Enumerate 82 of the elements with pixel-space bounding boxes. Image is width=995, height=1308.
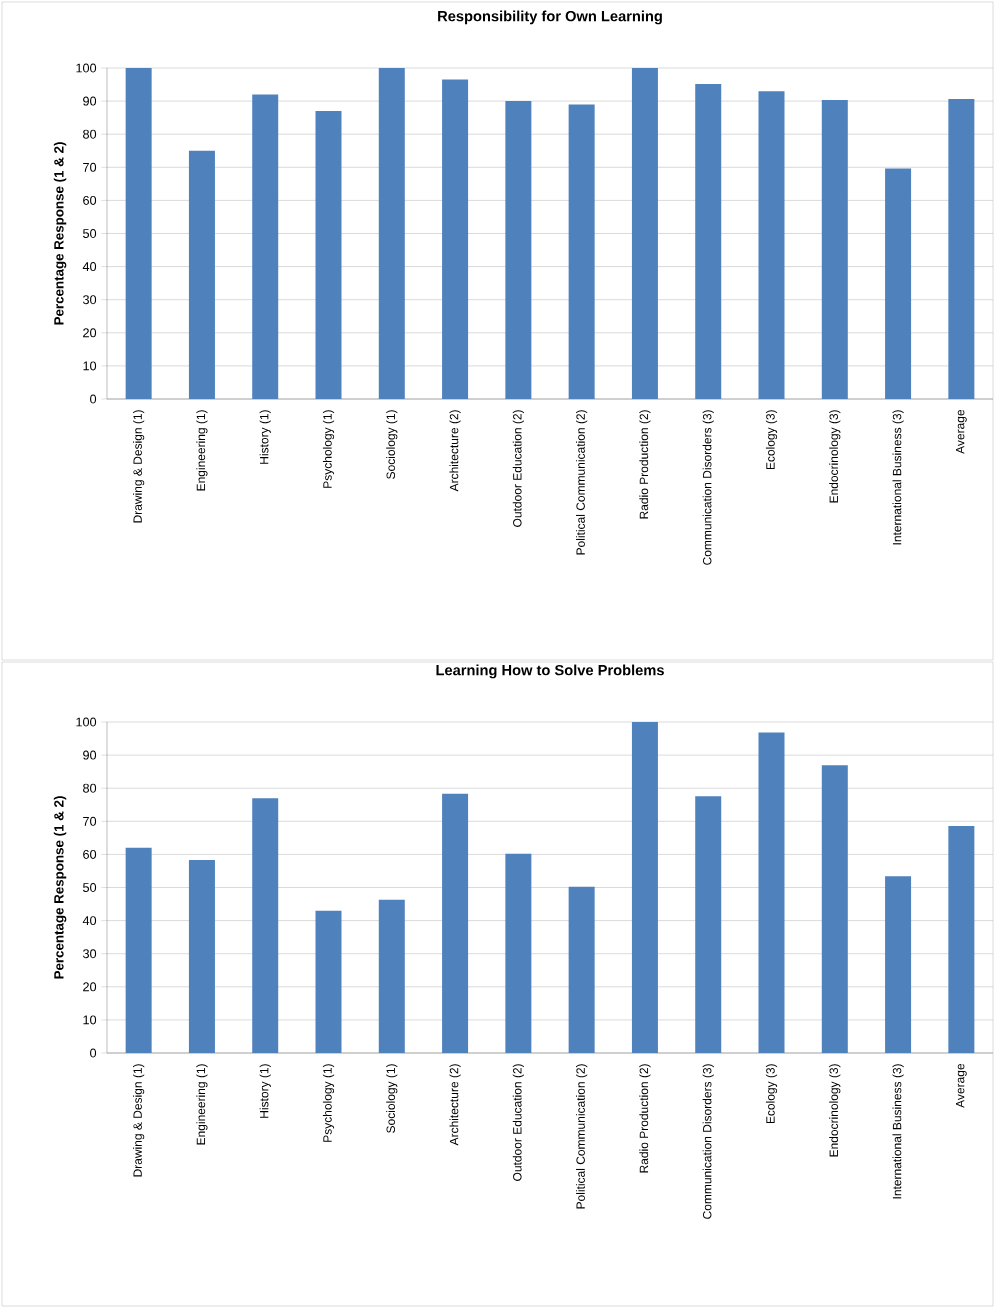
bar: [378, 899, 405, 1054]
bar: [885, 876, 912, 1054]
y-tick-label: 30: [82, 295, 97, 305]
y-tick-label: 20: [83, 982, 97, 992]
y-tick-label: 80: [83, 783, 97, 793]
y-axis-title: Percentage Response (1 & 2): [53, 142, 67, 325]
bar: [821, 100, 848, 399]
bar: [315, 910, 342, 1054]
bar: [378, 68, 405, 399]
bar: [758, 732, 785, 1054]
bar: [568, 886, 595, 1054]
y-tick-label: 70: [83, 162, 97, 172]
y-tick-label: 10: [83, 1015, 97, 1025]
y-tick-label: 40: [82, 916, 97, 926]
y-tick-label: 0: [90, 1048, 97, 1058]
bar: [315, 111, 342, 399]
x-tick-label: Engineering (1): [196, 410, 208, 491]
x-tick-label: History (1): [259, 1064, 271, 1118]
x-tick-label: Ecology (3): [765, 410, 778, 470]
x-tick-label: Communication Disorders (3): [702, 1064, 714, 1219]
x-tick-label: Drawing & Design (1): [133, 410, 145, 523]
y-tick-label: 80: [83, 129, 97, 139]
x-tick-label: History (1): [259, 410, 271, 464]
bar: [758, 91, 785, 399]
bar: [695, 83, 722, 399]
x-tick-label: Radio Production (2): [639, 1064, 651, 1173]
bar: [188, 150, 215, 399]
y-tick-label: 100: [76, 63, 97, 73]
chart-title: Responsibility for Own Learning: [438, 10, 662, 25]
bar: [885, 168, 912, 399]
y-tick-label: 90: [83, 96, 97, 106]
bar: [252, 94, 279, 399]
bar: [125, 68, 152, 399]
y-tick-label: 30: [82, 949, 97, 959]
x-tick-label: Architecture (2): [449, 1064, 461, 1146]
bar: [505, 101, 532, 399]
bar: [631, 722, 658, 1054]
bar: [821, 765, 848, 1054]
y-tick-label: 60: [83, 849, 97, 859]
y-tick-label: 0: [90, 394, 97, 404]
x-tick-label: International Business (3): [892, 410, 904, 545]
x-tick-label: Engineering (1): [196, 1064, 208, 1145]
bar: [252, 798, 279, 1054]
x-tick-label: Psychology (1): [322, 1064, 335, 1142]
y-tick-label: 50: [83, 229, 97, 238]
y-tick-label: 90: [83, 750, 97, 760]
y-tick-label: 100: [76, 717, 97, 727]
bar: [442, 79, 469, 399]
bar: [631, 68, 658, 399]
bar: [948, 99, 975, 399]
x-tick-label: Architecture (2): [449, 410, 461, 492]
y-tick-label: 50: [83, 883, 97, 892]
bar: [125, 847, 152, 1054]
x-tick-label: Ecology (3): [765, 1064, 778, 1124]
x-tick-label: Average: [955, 409, 967, 454]
x-tick-label: Outdoor Education (2): [512, 410, 524, 527]
chart-title: Learning How to Solve Problems: [436, 664, 664, 679]
x-tick-label: Endocrinology (3): [829, 410, 841, 503]
x-tick-label: Sociology (1): [386, 1064, 398, 1133]
bar: [188, 860, 215, 1054]
x-tick-label: Political Communication (2): [576, 1064, 588, 1209]
x-tick-label: Radio Production (2): [639, 410, 651, 519]
y-tick-label: 60: [83, 195, 97, 205]
y-tick-label: 20: [83, 328, 97, 338]
x-tick-label: Sociology (1): [386, 410, 398, 479]
bar: [442, 793, 469, 1054]
x-tick-label: Average: [955, 1063, 967, 1108]
y-tick-label: 70: [83, 816, 97, 826]
y-axis-title: Percentage Response (1 & 2): [53, 796, 67, 979]
bar: [948, 825, 975, 1054]
bar: [505, 853, 532, 1054]
y-tick-label: 10: [83, 361, 97, 371]
x-tick-label: International Business (3): [892, 1064, 904, 1199]
y-tick-label: 40: [82, 262, 97, 272]
x-tick-label: Psychology (1): [322, 410, 335, 488]
bar: [695, 796, 722, 1054]
x-tick-label: Drawing & Design (1): [133, 1064, 145, 1177]
bar: [568, 104, 595, 399]
x-tick-label: Endocrinology (3): [829, 1064, 841, 1157]
x-tick-label: Outdoor Education (2): [512, 1064, 524, 1181]
x-tick-label: Communication Disorders (3): [702, 410, 714, 565]
x-tick-label: Political Communication (2): [576, 410, 588, 555]
